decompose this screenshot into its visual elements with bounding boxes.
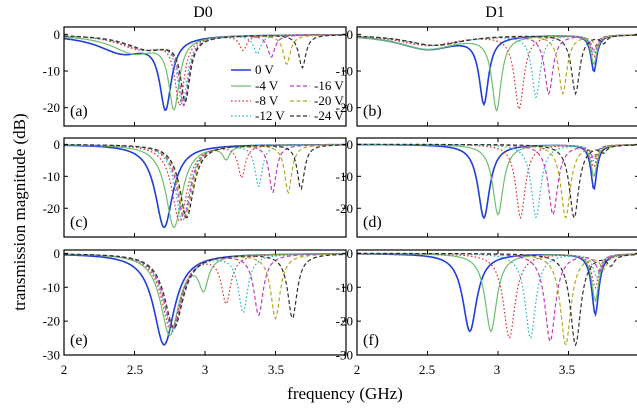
legend-item-minus20V: -20 V xyxy=(290,93,344,108)
x-tick-3-5-right: 3.5 xyxy=(559,362,575,377)
x-tick-3-5-left: 3.5 xyxy=(268,362,284,377)
panel-label-c: (c) xyxy=(70,214,88,231)
legend-item-minus16V: -16 V xyxy=(290,78,344,93)
series-line-minus24V xyxy=(357,34,637,96)
legend-label: -8 V xyxy=(255,93,279,108)
legend-item-minus24V: -24 V xyxy=(290,108,344,123)
panel-e: 0 -10 -20 -30 (e) xyxy=(43,246,347,363)
series-line-minus4V xyxy=(64,34,346,111)
y-tick-label: 0 xyxy=(54,137,61,152)
x-tick-2-5-right: 2.5 xyxy=(419,362,435,377)
series-group xyxy=(357,252,637,347)
legend-item-minus4V: -4 V xyxy=(231,78,279,93)
series-group xyxy=(64,33,346,112)
series-line-minus24V xyxy=(357,143,637,220)
y-tick-label: 0 xyxy=(347,137,354,152)
y-tick-label: -20 xyxy=(43,314,60,329)
y-tick-label: -10 xyxy=(336,280,353,295)
y-axis-label: transmission magnitude (dB) xyxy=(10,113,29,310)
series-line-minus24V xyxy=(64,253,346,329)
y-tick-label: -10 xyxy=(336,169,353,184)
panel-label-f: (f) xyxy=(363,332,379,349)
y-tick-label: -20 xyxy=(336,100,353,115)
legend-label: -12 V xyxy=(255,108,285,123)
x-tick-labels: 2 2.5 3 3.5 2 2.5 3 3.5 4 xyxy=(61,362,637,377)
series-line-0V xyxy=(64,33,346,112)
series-line-minus20V xyxy=(64,253,346,329)
panel-label-a: (a) xyxy=(70,103,88,120)
y-tick-label: 0 xyxy=(54,246,61,261)
y-tick-label: -30 xyxy=(336,348,353,363)
legend-item-minus8V: -8 V xyxy=(231,93,279,108)
x-tick-3-left: 3 xyxy=(202,362,209,377)
x-tick-2-5-left: 2.5 xyxy=(127,362,143,377)
series-line-minus24V xyxy=(357,252,637,347)
series-group xyxy=(64,143,346,229)
series-line-minus12V xyxy=(64,34,346,107)
series-group xyxy=(357,34,637,113)
y-tick-label: -30 xyxy=(43,348,60,363)
x-axis-label: frequency (GHz) xyxy=(287,384,403,403)
y-tick-label: -10 xyxy=(43,280,60,295)
y-tick-label: -20 xyxy=(336,201,353,216)
y-tick-label: -20 xyxy=(336,314,353,329)
series-line-minus20V xyxy=(64,34,346,104)
series-line-minus24V xyxy=(64,144,346,219)
series-line-minus24V xyxy=(64,34,346,104)
series-line-minus16V xyxy=(64,34,346,108)
legend-label: -20 V xyxy=(314,93,344,108)
x-tick-2: 2 xyxy=(61,362,68,377)
panels-group: 0 -10 -20 (a) 0 -10 -20 (b) 0 -10 -20 (c) 0 -10 -20 (d)… xyxy=(43,26,637,363)
series-line-0V xyxy=(64,253,346,346)
series-line-minus4V xyxy=(357,253,637,333)
series-line-minus8V xyxy=(64,253,346,333)
series-group xyxy=(357,143,637,220)
series-line-0V xyxy=(357,253,637,333)
y-tick-label: -10 xyxy=(43,169,60,184)
y-tick-label: -10 xyxy=(336,64,353,79)
legend-label: 0 V xyxy=(255,62,275,77)
y-tick-label: -10 xyxy=(43,64,60,79)
panel-b: 0 -10 -20 (b) xyxy=(336,26,637,127)
y-tick-label: 0 xyxy=(347,246,354,261)
panel-c: 0 -10 -20 (c) xyxy=(43,137,347,238)
series-line-minus16V xyxy=(64,253,346,329)
x-tick-2-right: 2 xyxy=(354,362,361,377)
legend-label: -16 V xyxy=(314,78,344,93)
y-tick-label: 0 xyxy=(54,27,61,42)
column-title-d1: D1 xyxy=(485,4,505,21)
y-tick-label: -20 xyxy=(43,201,60,216)
legend: 0 V-4 V-8 V-12 V -16 V-20 V-24 V xyxy=(231,62,344,123)
series-group xyxy=(64,253,346,346)
panel-a: 0 -10 -20 (a) xyxy=(43,26,347,127)
panel-d: 0 -10 -20 (d) xyxy=(336,137,637,238)
series-line-minus20V xyxy=(64,144,346,219)
legend-label: -24 V xyxy=(314,108,344,123)
legend-item-minus12V: -12 V xyxy=(231,108,285,123)
y-tick-label: 0 xyxy=(347,27,354,42)
legend-item-0V: 0 V xyxy=(231,62,275,77)
panel-f: 0 -10 -20 -30 (f) xyxy=(336,246,637,363)
x-tick-3-right: 3 xyxy=(494,362,501,377)
y-tick-label: -20 xyxy=(43,100,60,115)
column-title-d0: D0 xyxy=(193,4,213,21)
legend-label: -4 V xyxy=(255,78,279,93)
series-line-minus12V xyxy=(64,253,346,333)
panel-label-d: (d) xyxy=(363,214,382,231)
panel-label-e: (e) xyxy=(70,332,88,349)
panel-frame xyxy=(356,249,637,356)
panel-label-b: (b) xyxy=(363,103,382,120)
series-line-minus4V xyxy=(357,34,637,113)
series-line-minus8V xyxy=(64,34,346,107)
